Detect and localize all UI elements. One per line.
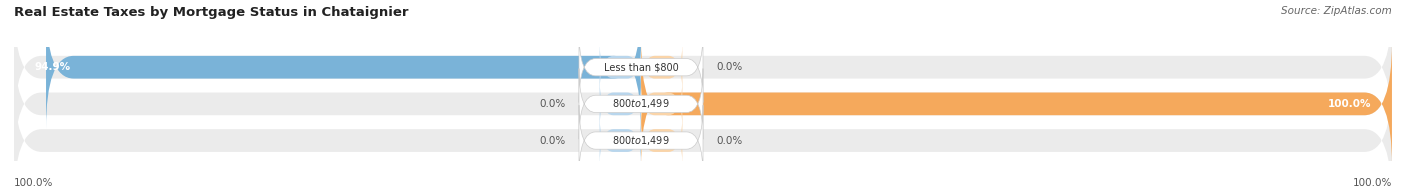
Text: 0.0%: 0.0% [717,136,742,146]
Text: 0.0%: 0.0% [538,99,565,109]
FancyBboxPatch shape [14,42,1392,166]
FancyBboxPatch shape [641,42,1392,166]
Text: Less than $800: Less than $800 [603,62,678,72]
Text: 0.0%: 0.0% [717,62,742,72]
FancyBboxPatch shape [641,79,682,129]
Text: Real Estate Taxes by Mortgage Status in Chataignier: Real Estate Taxes by Mortgage Status in … [14,6,409,19]
FancyBboxPatch shape [641,115,682,166]
FancyBboxPatch shape [14,5,1392,129]
FancyBboxPatch shape [599,115,641,166]
FancyBboxPatch shape [579,32,703,103]
FancyBboxPatch shape [641,42,682,93]
Legend: Without Mortgage, With Mortgage: Without Mortgage, With Mortgage [588,195,818,196]
Text: $800 to $1,499: $800 to $1,499 [612,134,669,147]
Text: Source: ZipAtlas.com: Source: ZipAtlas.com [1281,6,1392,16]
FancyBboxPatch shape [599,79,641,129]
FancyBboxPatch shape [46,5,641,129]
Text: 100.0%: 100.0% [1327,99,1371,109]
FancyBboxPatch shape [579,69,703,139]
Text: $800 to $1,499: $800 to $1,499 [612,97,669,110]
Text: 100.0%: 100.0% [1353,178,1392,188]
Text: 94.9%: 94.9% [35,62,70,72]
FancyBboxPatch shape [14,79,1392,196]
FancyBboxPatch shape [599,42,641,93]
Text: 100.0%: 100.0% [14,178,53,188]
Text: 0.0%: 0.0% [538,136,565,146]
FancyBboxPatch shape [579,105,703,176]
